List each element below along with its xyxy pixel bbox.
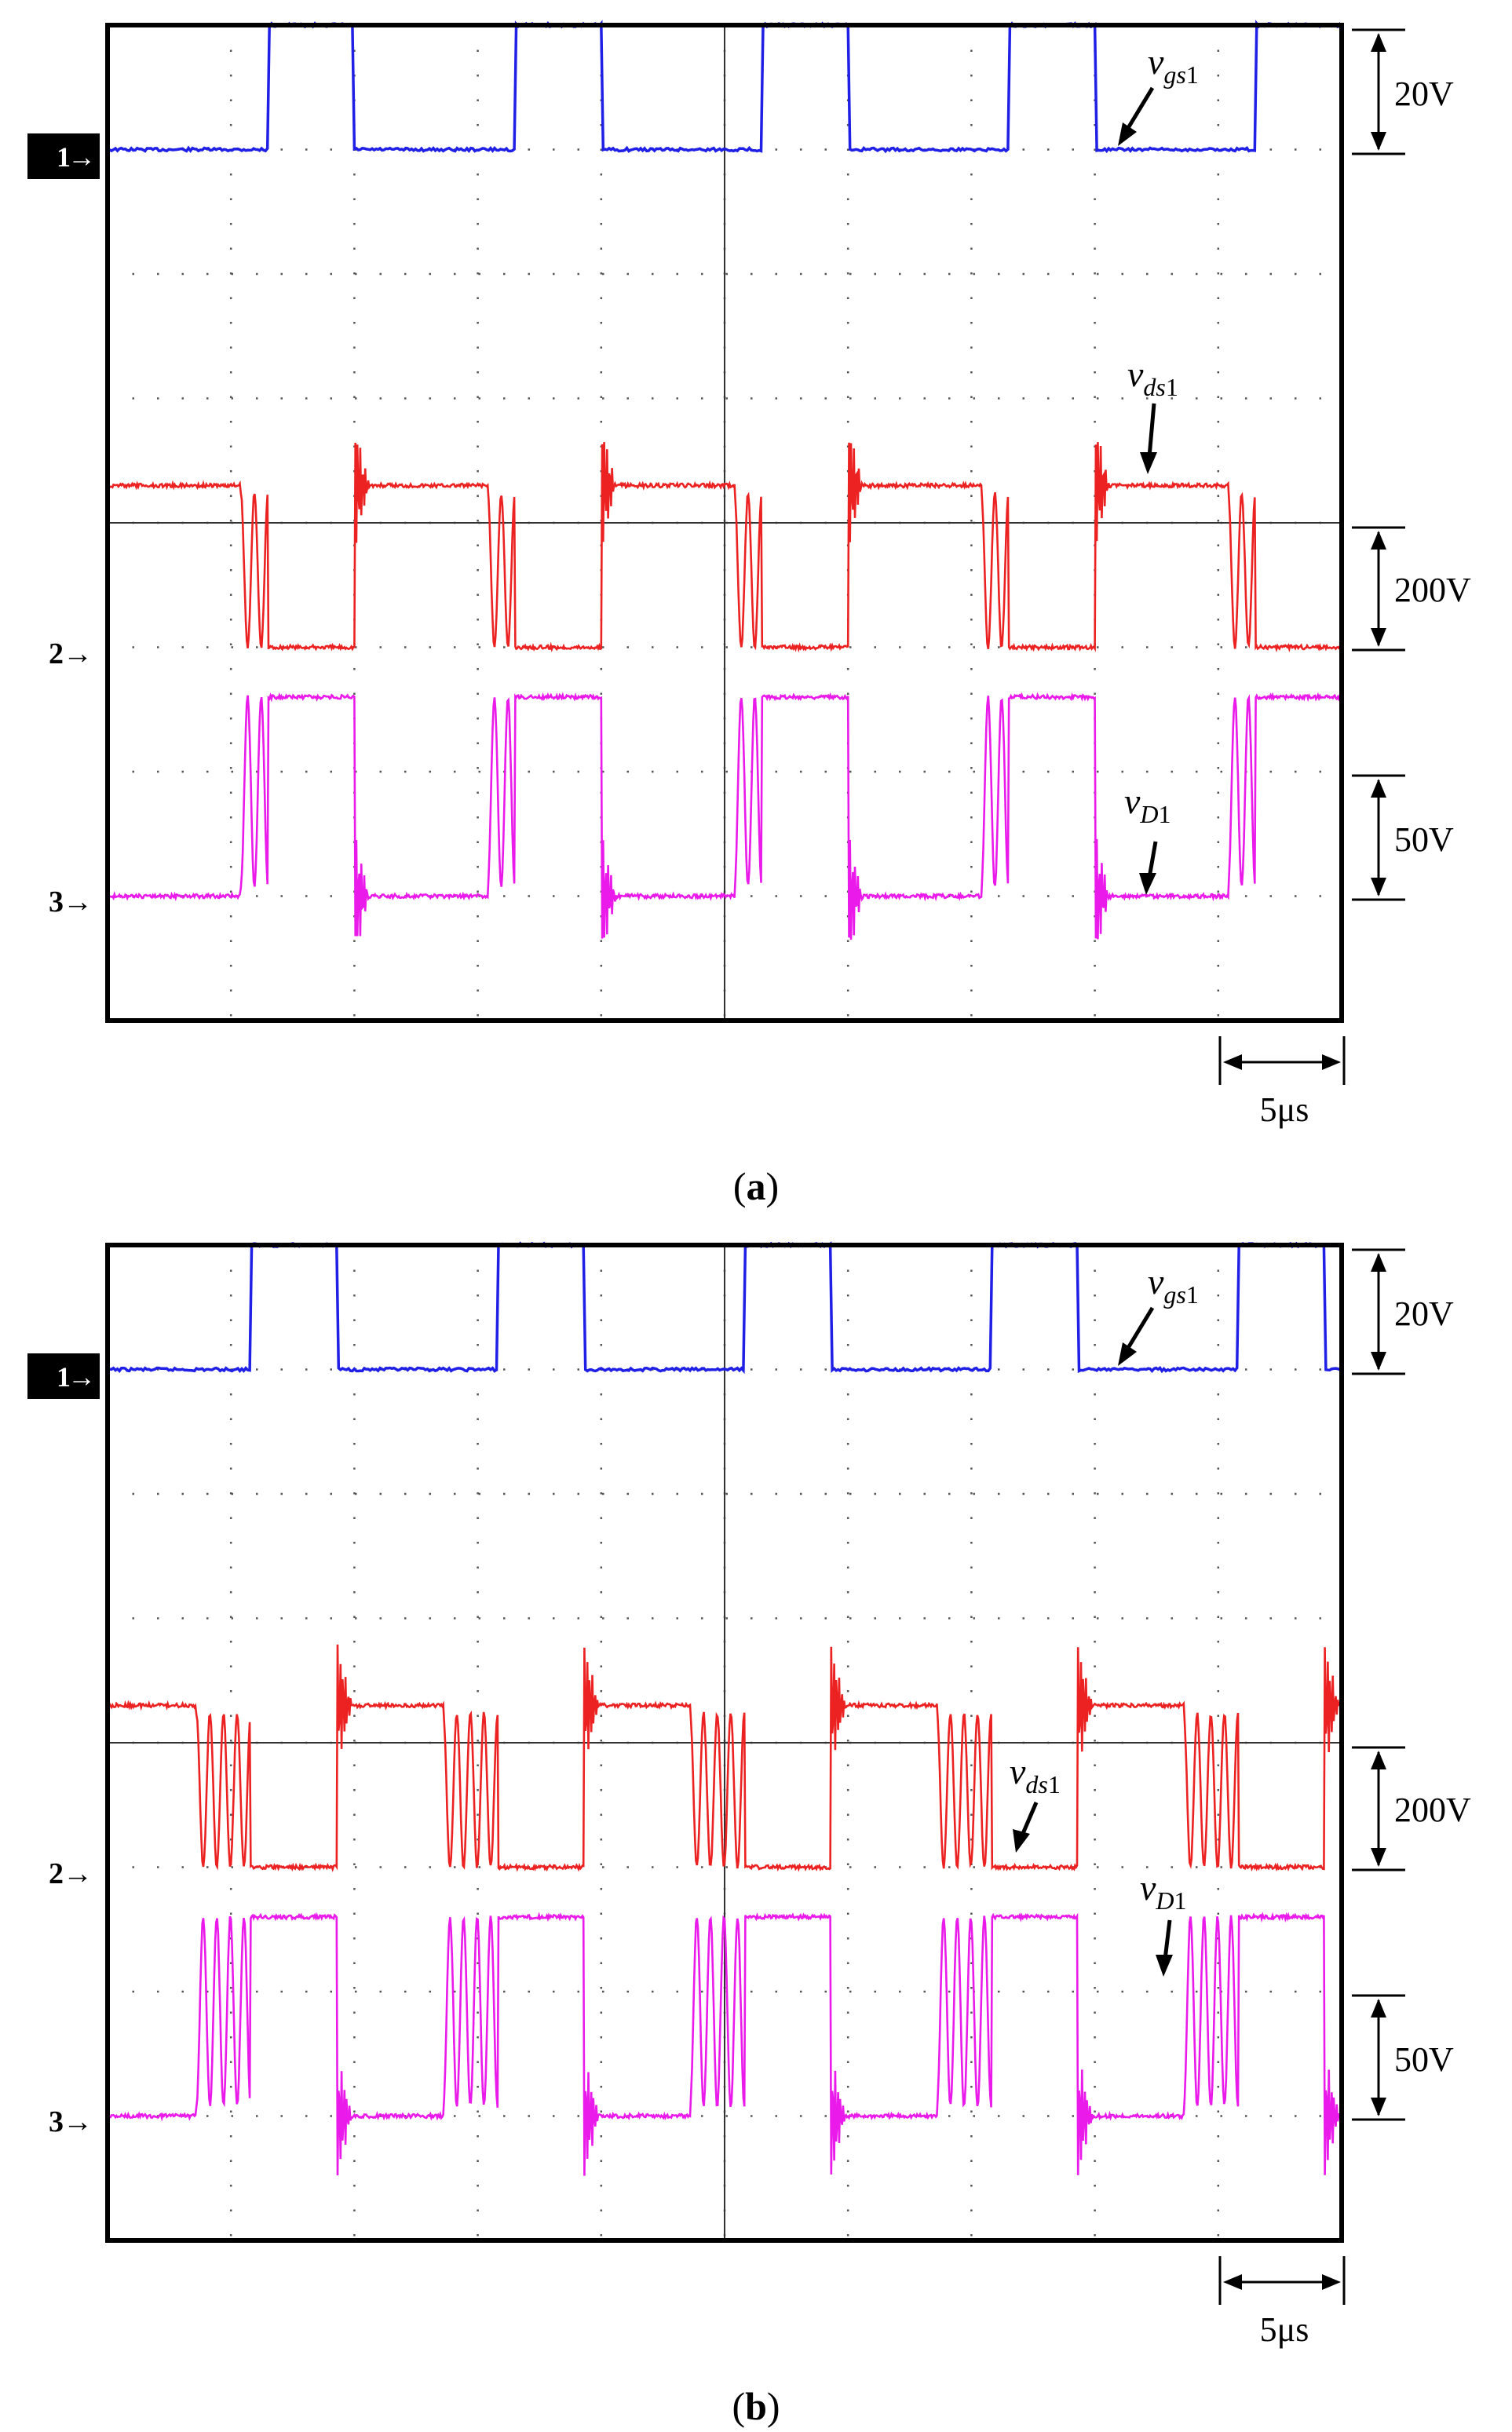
scale-label-ch1-b: 20V bbox=[1394, 1295, 1454, 1333]
svg-text:→: → bbox=[63, 2105, 93, 2138]
channel-1-marker-label: 1 bbox=[57, 141, 71, 173]
channel-1-marker-b: 1 → bbox=[27, 1353, 100, 1399]
scale-bar-ch3-b bbox=[1352, 1994, 1405, 2121]
annotation-vgs-a: vgs1 bbox=[1118, 42, 1199, 146]
svg-text:→: → bbox=[63, 886, 93, 918]
channel-2-marker-a: 2 → bbox=[49, 637, 93, 670]
svg-text:vds1: vds1 bbox=[1010, 1751, 1061, 1798]
scale-bar-ch2-b bbox=[1352, 1746, 1405, 1871]
grid-a bbox=[108, 25, 1342, 1021]
svg-text:vds1: vds1 bbox=[1127, 354, 1178, 401]
trace-vd bbox=[106, 692, 1343, 940]
scale-label-ch1-a: 20V bbox=[1394, 75, 1454, 113]
svg-text:vgs1: vgs1 bbox=[1148, 42, 1199, 89]
grid-b bbox=[108, 1245, 1342, 2240]
caption-b: (b) bbox=[732, 2384, 780, 2428]
annotation-vds-b: vds1 bbox=[1010, 1751, 1061, 1853]
channel-1-marker-a: 1 → bbox=[27, 133, 100, 179]
channel-3-marker-label: 3 bbox=[49, 2105, 64, 2138]
svg-text:vgs1: vgs1 bbox=[1148, 1262, 1199, 1309]
svg-text:vD1: vD1 bbox=[1140, 1868, 1187, 1915]
plot-frame-b bbox=[105, 1243, 1344, 2243]
plot-frame-a bbox=[105, 23, 1344, 1023]
scale-bar-ch2-a bbox=[1352, 526, 1405, 652]
channel-1-marker-label: 1 bbox=[57, 1361, 71, 1393]
time-scale-bar-a bbox=[1218, 1036, 1346, 1085]
scale-label-ch3-b: 50V bbox=[1394, 2040, 1454, 2079]
annotation-vd-b: vD1 bbox=[1140, 1868, 1187, 1977]
scale-bar-ch1-a bbox=[1352, 28, 1405, 155]
svg-text:vD1: vD1 bbox=[1124, 781, 1171, 828]
scale-bar-ch3-a bbox=[1352, 774, 1405, 901]
svg-text:→: → bbox=[68, 1361, 96, 1393]
time-scale-bar-b bbox=[1218, 2256, 1346, 2305]
scale-label-ch2-b: 200V bbox=[1394, 1791, 1471, 1829]
svg-text:→: → bbox=[63, 1857, 93, 1890]
channel-3-marker-b: 3 → bbox=[49, 2105, 93, 2138]
caption-a: (a) bbox=[733, 1164, 779, 1208]
scale-label-ch3-a: 50V bbox=[1394, 820, 1454, 859]
svg-text:→: → bbox=[68, 141, 96, 173]
panel-b: 1 → 2 → 3 → 20V 200V bbox=[27, 1240, 1471, 2428]
svg-text:→: → bbox=[63, 637, 93, 670]
trace-vds bbox=[106, 442, 1343, 653]
channel-2-marker-label: 2 bbox=[49, 637, 64, 670]
annotation-vgs-b: vgs1 bbox=[1118, 1262, 1199, 1366]
trace-vds bbox=[106, 1644, 1343, 1872]
channel-3-marker-label: 3 bbox=[49, 886, 64, 918]
scale-bar-ch1-b bbox=[1352, 1248, 1405, 1375]
annotation-vd-a: vD1 bbox=[1124, 781, 1171, 895]
panel-a: 1 → 2 → 3 → 20V 200V bbox=[27, 20, 1471, 1208]
channel-2-marker-b: 2 → bbox=[49, 1857, 93, 1890]
channel-2-marker-label: 2 bbox=[49, 1857, 64, 1890]
scale-label-ch2-a: 200V bbox=[1394, 571, 1471, 609]
time-scale-label-a: 5μs bbox=[1260, 1090, 1309, 1129]
time-scale-label-b: 5μs bbox=[1260, 2310, 1309, 2349]
annotation-vds-a: vds1 bbox=[1127, 354, 1178, 474]
channel-3-marker-a: 3 → bbox=[49, 886, 93, 918]
trace-vd bbox=[106, 1912, 1343, 2176]
